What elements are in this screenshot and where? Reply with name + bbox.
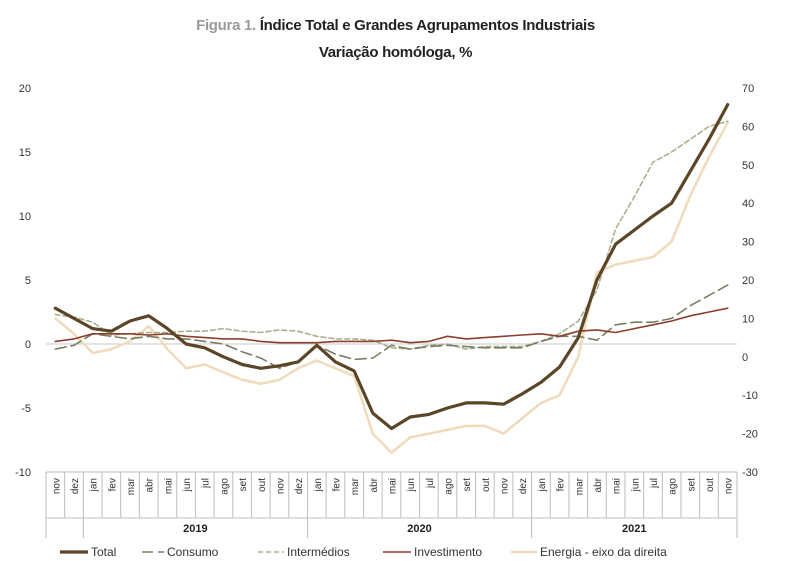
x-tick-label: jul — [649, 478, 660, 489]
x-tick-label: ago — [444, 478, 455, 495]
x-tick-label: ago — [668, 478, 679, 495]
x-tick-label: mai — [388, 478, 399, 494]
title-text: Índice Total e Grandes Agrupamentos Indu… — [259, 17, 595, 34]
y-left-tick-label: 10 — [19, 211, 31, 223]
year-group-label: 2020 — [407, 523, 431, 535]
y-right-tick-label: -30 — [742, 467, 758, 479]
x-tick-label: set — [238, 478, 249, 492]
y-right-tick-label: 10 — [742, 313, 754, 325]
year-group-label: 2021 — [622, 523, 646, 535]
series-line-intermedios — [54, 120, 729, 350]
x-tick-label: mar — [126, 477, 137, 495]
figure-label: Figura 1. — [196, 17, 256, 34]
legend-label: Energia - eixo da direita — [540, 545, 667, 559]
axes-layer: -10 -5 0 5 10 15 20 -30 -20 -10 0 10 20 30 40 50 60 70 — [15, 83, 758, 479]
chart-title-block: Figura 1. Índice Total e Grandes Agrupam… — [0, 12, 791, 66]
x-tick-label: jan — [313, 478, 324, 492]
x-tick-label: jul — [425, 478, 436, 489]
x-axis-layer: nov dez jan fev mar abr mai jun jul ago set out nov d… — [45, 471, 738, 538]
y-right-tick-label: -10 — [742, 390, 758, 402]
y-right-tick-label: 50 — [742, 160, 754, 172]
legend-label: Intermédios — [287, 545, 350, 559]
x-tick-label: mar — [574, 477, 585, 495]
series-line-energia — [53, 121, 730, 455]
x-tick-label: jan — [89, 478, 100, 492]
x-tick-label: jun — [182, 478, 193, 492]
x-tick-label: nov — [51, 478, 62, 494]
x-tick-label: jan — [537, 478, 548, 492]
y-left-tick-label: -5 — [21, 403, 31, 415]
x-tick-label: out — [257, 478, 268, 492]
x-tick-label: set — [462, 478, 473, 492]
x-tick-label: mai — [163, 478, 174, 494]
y-right-tick-label: 60 — [742, 121, 754, 133]
x-tick-label: abr — [593, 477, 604, 492]
x-tick-label: jun — [630, 478, 641, 492]
x-tick-label: jul — [201, 478, 212, 489]
x-tick-label: fev — [331, 478, 342, 491]
x-tick-label: mar — [350, 477, 361, 495]
x-tick-label: abr — [369, 477, 380, 492]
x-tick-label: out — [481, 478, 492, 492]
x-tick-label: ago — [219, 478, 230, 495]
legend-label: Investimento — [414, 545, 482, 559]
series-line-consumo — [54, 284, 729, 370]
x-tick-label: nov — [275, 478, 286, 494]
x-tick-label: set — [686, 478, 697, 492]
x-tick-label: dez — [294, 478, 305, 494]
y-left-tick-label: -10 — [15, 467, 31, 479]
x-tick-label: nov — [500, 478, 511, 494]
year-group-label: 2019 — [183, 523, 207, 535]
y-left-tick-label: 15 — [19, 147, 31, 159]
x-tick-label: nov — [724, 478, 735, 494]
y-right-tick-label: 30 — [742, 237, 754, 249]
x-tick-label: jun — [406, 478, 417, 492]
y-right-tick-label: 40 — [742, 198, 754, 210]
y-right-tick-label: 70 — [742, 83, 754, 95]
legend-label: Total — [91, 545, 116, 559]
series-layer — [53, 102, 730, 455]
x-tick-label: out — [705, 478, 716, 492]
x-tick-label: abr — [145, 477, 156, 492]
chart-subtitle: Variação homóloga, % — [318, 44, 473, 61]
series-line-investimento — [54, 307, 729, 344]
series-line-total — [53, 102, 730, 431]
x-tick-label: dez — [518, 478, 529, 494]
legend: Total Consumo Intermédios Investimento Energ… — [60, 545, 667, 559]
x-tick-label: mai — [612, 478, 623, 494]
y-left-tick-label: 5 — [25, 275, 31, 287]
legend-label: Consumo — [167, 545, 219, 559]
x-tick-label: fev — [556, 478, 567, 491]
chart-title: Figura 1. Índice Total e Grandes Agrupam… — [0, 12, 791, 39]
y-left-tick-label: 0 — [25, 339, 31, 351]
x-tick-label: fev — [107, 478, 118, 491]
y-right-tick-label: -20 — [742, 429, 758, 441]
y-left-tick-label: 20 — [19, 83, 31, 95]
y-right-tick-label: 20 — [742, 275, 754, 287]
y-right-tick-label: 0 — [742, 352, 748, 364]
x-tick-label: dez — [70, 478, 81, 494]
